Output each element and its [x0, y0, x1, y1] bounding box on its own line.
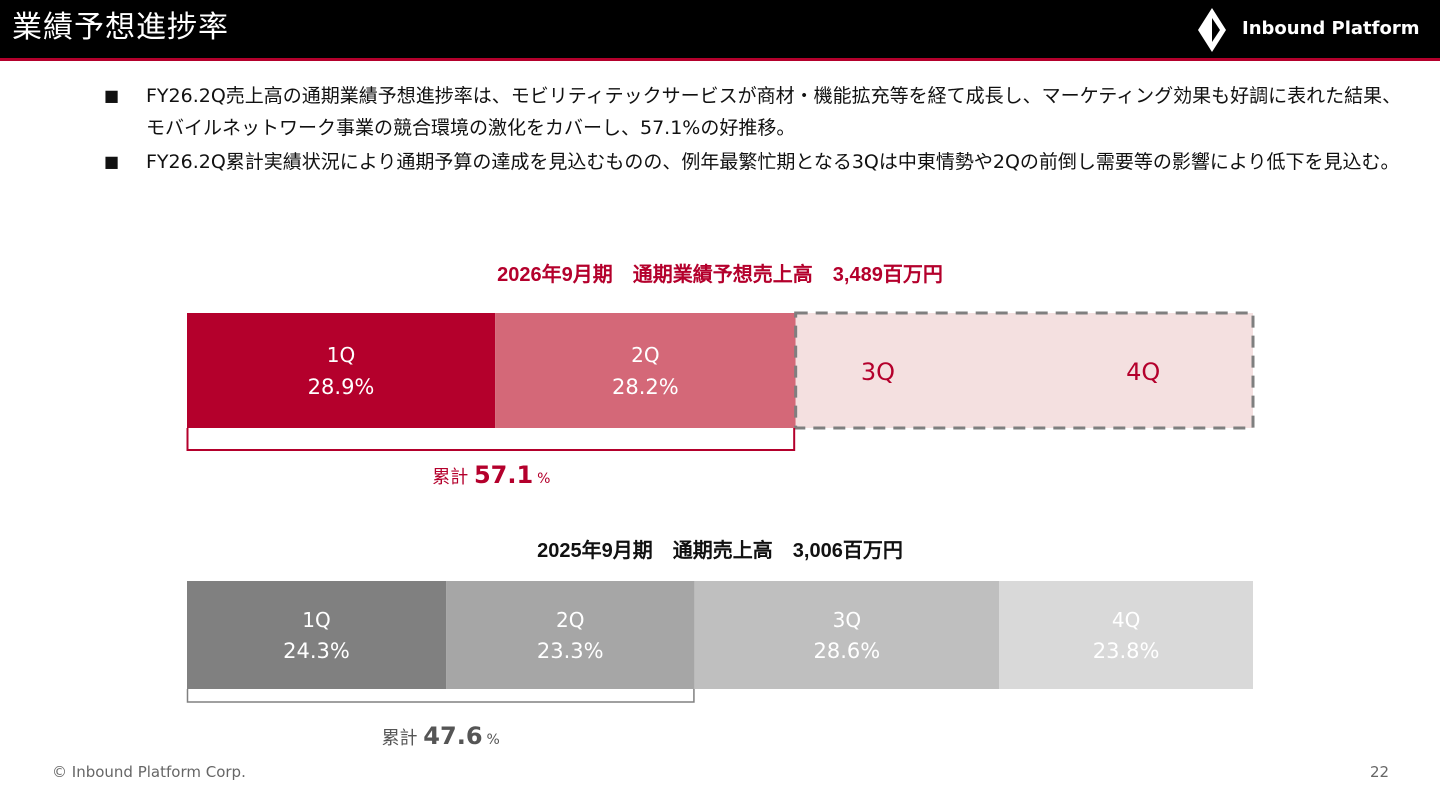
bar-1q-fy2025	[187, 581, 447, 689]
cumulative-label: 累計 57.1%	[432, 461, 550, 489]
bar-4q-fy2025	[999, 581, 1253, 689]
forecast-dashed-border	[794, 311, 1255, 430]
bar-label-quarter: 4Q	[1112, 608, 1140, 632]
page-number: 22	[1370, 763, 1390, 781]
company-logo: Inbound Platform	[1198, 8, 1428, 52]
bar-label-quarter: 3Q	[833, 608, 861, 632]
bullet-item: ■ FY26.2Q累計実績状況により通期予算の達成を見込むものの、例年最繁忙期と…	[104, 146, 1404, 178]
bar-label-quarter: 4Q	[1126, 358, 1160, 386]
cumulative-bracket-fy2025	[186, 689, 695, 703]
bar-2q-fy2025	[446, 581, 695, 689]
bullet-list: ■ FY26.2Q売上高の通期業績予想進捗率は、モビリティテックサービスが商材・…	[104, 80, 1404, 180]
bullet-mark: ■	[104, 152, 120, 171]
cumulative-label: 累計 47.6%	[382, 722, 500, 750]
bullet-text: FY26.2Q売上高の通期業績予想進捗率は、モビリティテックサービスが商材・機能…	[146, 85, 1402, 139]
chart-title-fy2025: 2025年9月期 通期売上高 3,006百万円	[537, 540, 903, 562]
bar-2q-fy2026	[495, 313, 796, 428]
bullet-mark: ■	[104, 86, 120, 105]
bar-label-value: 23.3%	[537, 639, 604, 663]
bar-label-value: 28.9%	[308, 375, 375, 399]
header-accent-line	[0, 58, 1440, 61]
bar-label-quarter: 2Q	[556, 608, 584, 632]
bar-label-value: 24.3%	[283, 639, 350, 663]
bar-1q-fy2026	[187, 313, 496, 428]
logo-text: Inbound Platform	[1242, 18, 1420, 39]
slide-title: 業績予想進捗率	[12, 10, 229, 45]
logo-mark-icon	[1198, 8, 1226, 52]
bar-forecast-remaining	[795, 313, 1253, 428]
bar-label-quarter: 1Q	[302, 608, 330, 632]
bar-label-quarter: 1Q	[327, 343, 355, 367]
bar-label-quarter: 2Q	[631, 343, 659, 367]
bar-label-value: 28.2%	[612, 375, 679, 399]
bar-label-value: 23.8%	[1093, 639, 1160, 663]
footer-copyright: © Inbound Platform Corp.	[52, 763, 246, 781]
bar-label-value: 28.6%	[813, 639, 880, 663]
chart-title-fy2026: 2026年9月期 通期業績予想売上高 3,489百万円	[497, 264, 943, 286]
bullet-text: FY26.2Q累計実績状況により通期予算の達成を見込むものの、例年最繁忙期となる…	[146, 151, 1400, 173]
bar-label-quarter: 3Q	[861, 358, 895, 386]
bullet-item: ■ FY26.2Q売上高の通期業績予想進捗率は、モビリティテックサービスが商材・…	[104, 80, 1404, 144]
bar-3q-fy2025	[694, 581, 1000, 689]
cumulative-bracket-fy2026	[186, 428, 796, 451]
